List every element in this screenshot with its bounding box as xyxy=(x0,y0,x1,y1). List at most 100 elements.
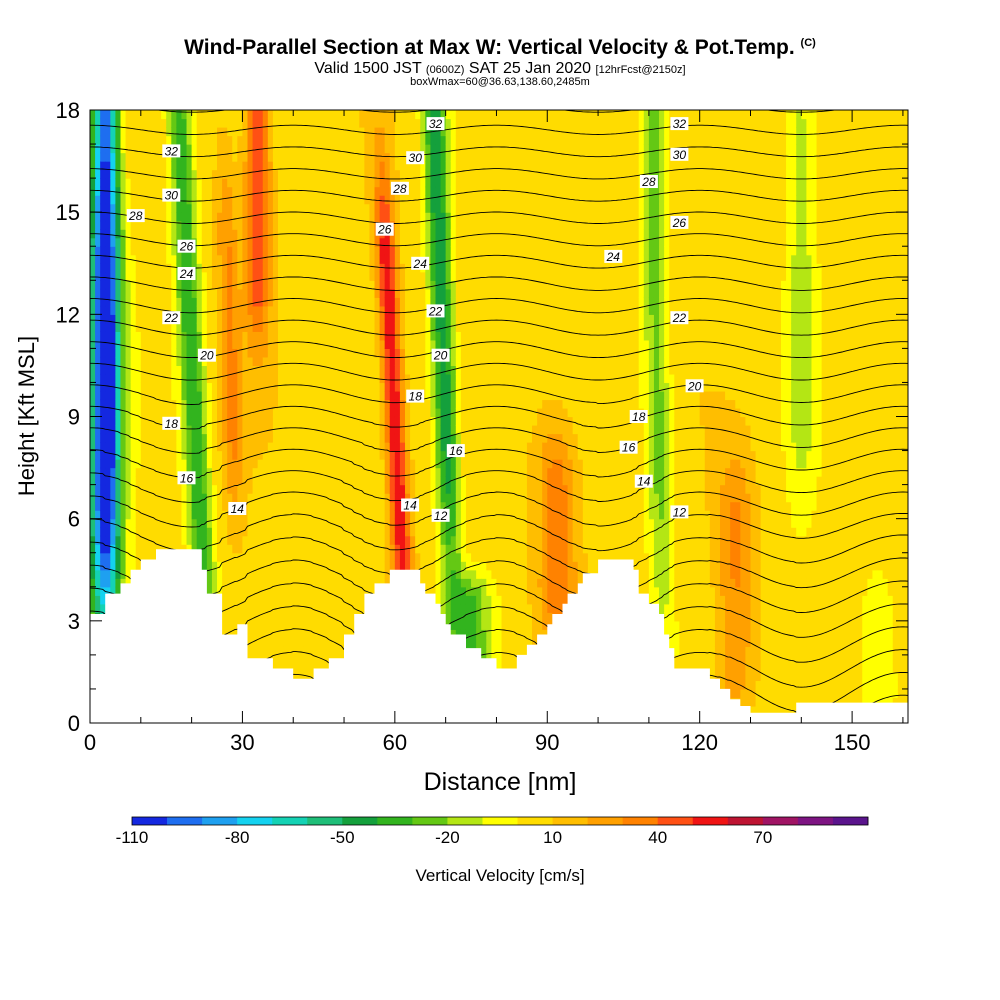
w-cell xyxy=(176,433,183,443)
w-cell xyxy=(252,476,259,486)
w-cell xyxy=(293,484,299,494)
w-cell xyxy=(227,314,233,324)
w-cell xyxy=(405,220,411,230)
w-cell xyxy=(333,637,340,647)
w-cell xyxy=(349,348,355,358)
w-cell xyxy=(338,127,345,137)
w-cell xyxy=(349,220,355,230)
w-cell xyxy=(405,382,411,392)
w-cell xyxy=(105,135,111,145)
w-cell xyxy=(394,237,401,247)
w-cell xyxy=(394,144,401,154)
w-cell xyxy=(374,331,381,341)
w-cell xyxy=(277,527,284,537)
w-cell xyxy=(130,518,137,528)
w-cell xyxy=(389,280,396,290)
w-cell xyxy=(405,229,411,239)
w-cell xyxy=(303,373,310,384)
w-cell xyxy=(171,433,177,443)
w-cell xyxy=(435,152,442,162)
w-cell xyxy=(272,373,279,384)
w-cell xyxy=(120,229,127,239)
w-cell xyxy=(369,144,376,154)
w-cell xyxy=(405,459,411,469)
w-cell xyxy=(257,246,264,256)
w-cell xyxy=(298,671,304,682)
w-cell xyxy=(217,229,223,239)
w-cell xyxy=(191,442,198,452)
w-cell xyxy=(394,305,401,315)
w-cell xyxy=(140,399,147,409)
w-cell xyxy=(405,433,411,443)
w-cell xyxy=(303,288,310,298)
w-cell xyxy=(237,237,244,247)
w-cell xyxy=(252,280,259,290)
w-cell xyxy=(242,356,249,367)
w-cell xyxy=(379,484,386,494)
w-cell xyxy=(313,203,320,213)
w-cell xyxy=(298,450,304,460)
w-cell xyxy=(267,612,274,622)
w-cell xyxy=(232,467,238,477)
w-cell xyxy=(298,110,304,120)
w-cell xyxy=(359,552,365,562)
w-cell xyxy=(313,373,320,384)
w-cell xyxy=(100,442,106,452)
w-cell xyxy=(394,467,401,477)
w-cell xyxy=(171,305,177,315)
w-cell xyxy=(318,237,325,247)
w-cell xyxy=(379,578,386,588)
w-cell xyxy=(420,271,426,281)
w-cell xyxy=(125,552,132,562)
w-cell xyxy=(288,288,294,298)
w-cell xyxy=(349,416,355,426)
w-cell xyxy=(135,510,142,520)
w-cell xyxy=(272,578,279,588)
w-cell xyxy=(415,459,421,469)
w-cell xyxy=(206,518,213,528)
w-cell xyxy=(288,561,294,571)
w-cell xyxy=(399,390,406,401)
w-cell xyxy=(252,322,259,332)
w-cell xyxy=(338,629,345,639)
w-cell xyxy=(257,152,264,162)
w-cell xyxy=(237,373,244,384)
w-cell xyxy=(425,382,432,392)
w-cell xyxy=(262,561,269,571)
w-cell xyxy=(211,161,218,171)
w-cell xyxy=(364,254,371,264)
w-cell xyxy=(410,220,416,230)
w-cell xyxy=(105,416,111,426)
w-cell xyxy=(156,442,162,452)
w-cell xyxy=(272,390,279,401)
w-cell xyxy=(344,271,350,281)
w-cell xyxy=(232,586,238,596)
w-cell xyxy=(364,237,371,247)
w-cell xyxy=(323,603,330,613)
w-cell xyxy=(313,646,320,656)
w-cell xyxy=(344,425,350,435)
w-cell xyxy=(415,425,421,435)
w-cell xyxy=(247,459,254,469)
w-cell xyxy=(105,263,111,273)
w-cell xyxy=(405,127,411,137)
w-cell xyxy=(283,459,289,469)
w-cell xyxy=(115,314,122,324)
w-cell xyxy=(171,467,177,477)
w-cell xyxy=(318,390,325,401)
w-cell xyxy=(161,407,167,418)
w-cell xyxy=(277,314,284,324)
w-cell xyxy=(262,280,269,290)
w-cell xyxy=(110,561,116,571)
w-cell xyxy=(252,127,259,137)
w-cell xyxy=(110,169,116,179)
w-cell xyxy=(344,373,350,384)
w-cell xyxy=(293,297,299,307)
w-cell xyxy=(293,382,299,392)
w-cell xyxy=(415,527,421,537)
w-cell xyxy=(125,450,132,460)
w-cell xyxy=(303,416,310,426)
w-cell xyxy=(156,169,162,179)
w-cell xyxy=(206,203,213,213)
w-cell xyxy=(186,288,193,298)
